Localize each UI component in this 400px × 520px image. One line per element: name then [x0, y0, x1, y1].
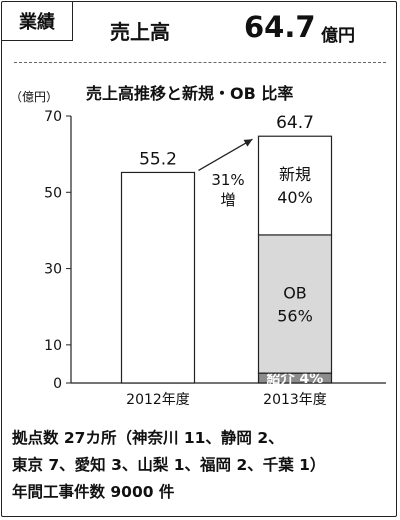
y-tick-label: 0	[53, 376, 62, 392]
y-tick-label: 10	[44, 338, 62, 354]
x-tick-label: 2013年度	[263, 392, 327, 408]
bar-total-label: 55.2	[139, 149, 177, 169]
arrow-head	[243, 139, 253, 147]
segment-label: 40%	[277, 188, 313, 207]
segment-label: 紹介 4%	[267, 370, 324, 387]
bar-segment	[257, 234, 333, 374]
dashed-divider	[14, 62, 386, 63]
chart-title: 売上高推移と新規・OB 比率	[86, 84, 294, 103]
bar-total-label: 64.7	[276, 113, 314, 133]
x-tick-label: 2012年度	[126, 392, 190, 408]
y-axis-unit: （億円）	[10, 90, 59, 104]
y-tick-label: 70	[44, 109, 62, 125]
growth-label: 増	[220, 191, 235, 209]
bar-chart: 0 10 30 50 70 55.2 2012年度 紹介 4% OB 56% 新規 40% 64.7 20…	[44, 109, 386, 408]
bar-1	[120, 171, 196, 384]
footer-line: 東京 7、愛知 3、山梨 1、福岡 2、千葉 1）	[12, 456, 326, 474]
y-tick-label: 30	[44, 262, 62, 278]
headline-label: 売上高	[110, 20, 170, 44]
segment-label: OB	[283, 284, 307, 303]
growth-arrow	[198, 138, 253, 172]
bar-segment	[257, 135, 333, 236]
segment-label: 56%	[277, 307, 313, 326]
headline-value: 64.7	[244, 10, 316, 44]
y-tick-label: 50	[44, 185, 62, 201]
footer-line: 拠点数 27カ所（神奈川 11、静岡 2、	[12, 429, 284, 447]
footer-line: 年間工事件数 9000 件	[12, 483, 175, 501]
section-tag: 業績	[2, 2, 73, 41]
segment-label: 新規	[279, 165, 311, 184]
headline-unit: 億円	[321, 26, 355, 46]
growth-percent: 31%	[211, 171, 244, 189]
footer-text: 拠点数 27カ所（神奈川 11、静岡 2、 東京 7、愛知 3、山梨 1、福岡 …	[12, 425, 325, 506]
